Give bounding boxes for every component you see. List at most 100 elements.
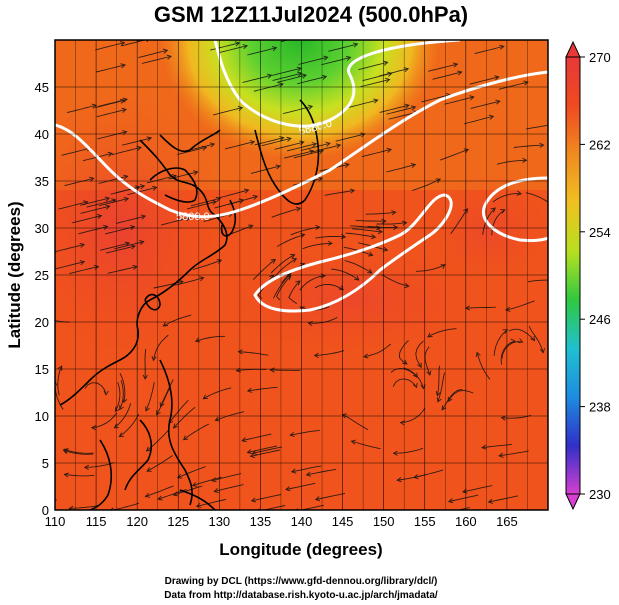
streamline-arrow <box>490 207 496 213</box>
x-tick-130: 130 <box>208 514 230 529</box>
streamline-arrow <box>314 496 321 502</box>
streamline-arrow <box>500 415 506 421</box>
streamline <box>253 83 284 92</box>
streamline-arrow <box>123 174 129 180</box>
streamline <box>66 104 97 114</box>
streamline-arrow <box>290 254 296 259</box>
streamline-arrow <box>79 260 86 266</box>
y-tick-35: 35 <box>35 174 49 189</box>
streamline <box>474 45 504 55</box>
streamline-arrow <box>313 352 319 358</box>
streamline-arrow <box>144 492 151 498</box>
streamline <box>160 217 191 226</box>
y-tick-25: 25 <box>35 268 49 283</box>
streamline-arrow <box>120 63 126 69</box>
streamline <box>119 413 140 437</box>
streamline <box>416 264 446 272</box>
streamline <box>247 445 277 453</box>
streamline <box>344 260 373 274</box>
streamline <box>302 242 333 250</box>
streamline-arrow <box>323 55 329 61</box>
streamline <box>210 42 240 51</box>
streamline-arrow <box>27 497 31 501</box>
streamline <box>299 275 326 291</box>
streamline <box>331 268 360 281</box>
streamline <box>242 74 272 83</box>
streamline-arrow <box>182 435 189 441</box>
streamline <box>352 228 383 233</box>
streamline <box>462 485 493 493</box>
streamline-arrow <box>404 283 410 289</box>
streamline <box>276 234 305 247</box>
x-tick-135: 135 <box>250 514 272 529</box>
streamline <box>290 429 320 436</box>
streamline-arrow <box>548 201 553 205</box>
streamline-arrow <box>426 370 432 376</box>
streamline <box>365 211 396 215</box>
streamline <box>163 314 192 327</box>
streamline <box>508 328 535 341</box>
streamline <box>58 201 88 210</box>
streamline <box>297 76 327 85</box>
streamline-arrow <box>377 229 384 235</box>
y-tick-5: 5 <box>42 456 49 471</box>
streamline <box>120 40 147 47</box>
x-tick-120: 120 <box>126 514 148 529</box>
streamline-arrow <box>410 105 417 111</box>
streamline <box>298 56 328 65</box>
streamline-arrow <box>159 401 165 408</box>
streamline-arrow <box>554 278 558 282</box>
streamline <box>190 197 221 207</box>
streamline <box>252 446 283 454</box>
streamline-arrow <box>517 338 524 344</box>
streamline-arrow <box>495 99 501 105</box>
streamline-arrow <box>385 77 391 83</box>
streamline <box>97 131 127 140</box>
streamline <box>397 474 427 481</box>
streamline-arrow <box>522 157 528 163</box>
streamline-arrow <box>500 209 506 214</box>
streamline-arrow <box>90 425 97 431</box>
streamline-arrow <box>305 471 312 477</box>
streamline-arrow <box>242 44 249 50</box>
streamline <box>119 380 124 410</box>
streamline <box>360 79 390 88</box>
y-tick-10: 10 <box>35 409 49 424</box>
streamline-arrow <box>249 140 256 146</box>
streamline <box>437 372 446 402</box>
streamline <box>448 494 479 502</box>
streamline-arrow <box>382 60 389 66</box>
streamline-arrow <box>121 107 127 113</box>
contour-5800 <box>55 70 548 219</box>
streamline <box>491 209 506 236</box>
x-tick-labels: 110 115 120 125 130 135 140 145 150 155 160 165 <box>45 514 518 529</box>
streamline <box>141 55 172 64</box>
streamline <box>152 334 169 361</box>
streamline-arrow <box>161 32 165 36</box>
cold-anomaly <box>160 40 440 160</box>
streamline <box>424 346 431 376</box>
streamline-arrow <box>530 336 536 342</box>
streamline-arrow <box>392 450 398 456</box>
streamline <box>55 261 85 270</box>
streamline-arrow <box>452 62 459 68</box>
y-tick-20: 20 <box>35 315 49 330</box>
streamline <box>376 222 407 225</box>
credit-line-2: Data from http://database.rish.kyoto-u.a… <box>164 590 438 601</box>
streamline-arrow <box>271 46 278 52</box>
streamline-arrow <box>368 251 374 257</box>
streamline <box>114 241 144 250</box>
streamline <box>525 192 548 203</box>
streamline <box>311 144 341 153</box>
streamline-arrow <box>201 145 208 151</box>
streamline <box>72 215 102 224</box>
streamline-arrow <box>307 104 314 110</box>
x-tick-155: 155 <box>414 514 436 529</box>
streamline <box>80 205 110 214</box>
streamline <box>528 326 544 353</box>
streamline-arrow <box>129 225 136 231</box>
streamline <box>192 259 222 270</box>
streamline-arrow <box>105 204 111 210</box>
streamline <box>203 387 232 400</box>
streamline-arrow <box>396 477 402 483</box>
